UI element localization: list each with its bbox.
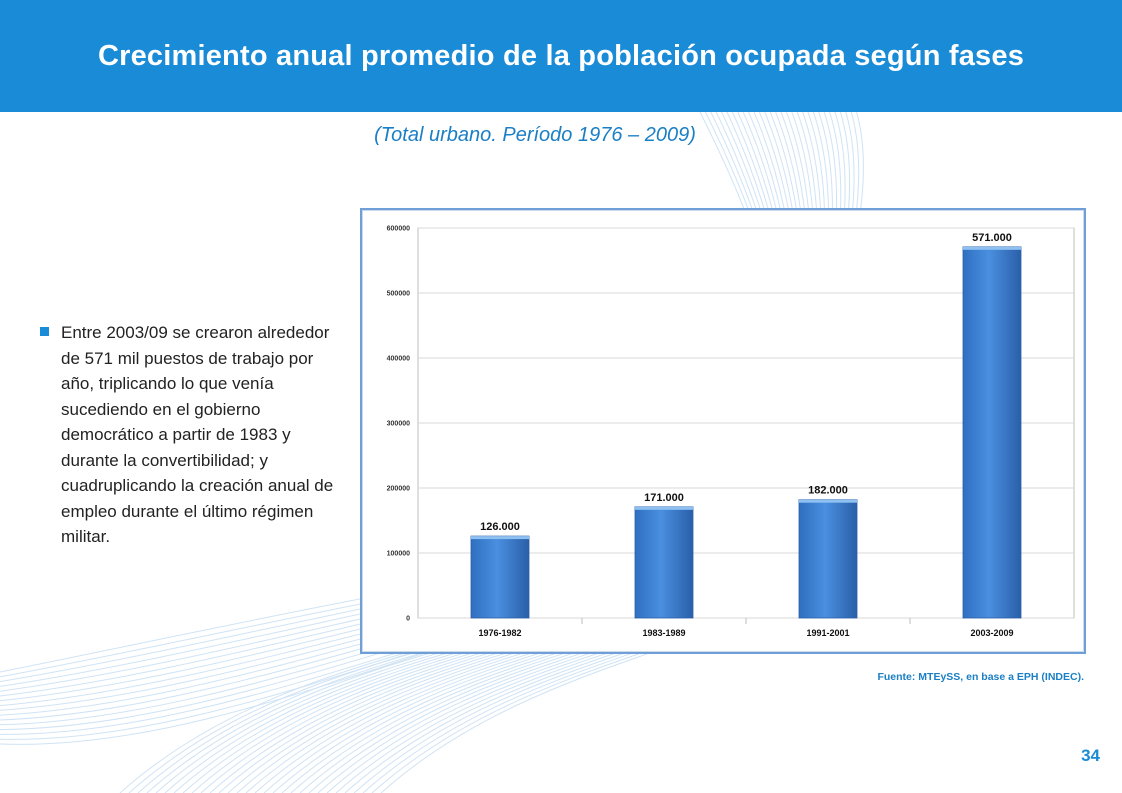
x-tick-label: 1976-1982 — [478, 628, 521, 638]
y-tick-label: 600000 — [387, 226, 410, 233]
page-number: 34 — [1081, 746, 1100, 765]
data-label: 182.000 — [808, 485, 848, 497]
bar-chart-frame: 0 100000 200000 300000 400000 500000 600000 126… — [360, 208, 1086, 654]
bullet-square-icon — [40, 327, 49, 336]
y-tick-label: 200000 — [387, 486, 410, 493]
bar-highlight — [471, 536, 529, 540]
y-tick-label: 0 — [406, 616, 410, 623]
data-label: 571.000 — [972, 232, 1012, 244]
title-banner: Crecimiento anual promedio de la poblaci… — [0, 0, 1122, 112]
slide-subtitle: (Total urbano. Período 1976 – 2009) — [374, 124, 696, 146]
y-tick-label: 100000 — [387, 551, 410, 558]
y-tick-label: 500000 — [387, 291, 410, 298]
bar — [470, 535, 530, 619]
bar — [962, 246, 1022, 619]
x-tick-label: 1983-1989 — [642, 628, 685, 638]
bullet-text: Entre 2003/09 se crearon alrededor de 57… — [61, 323, 334, 546]
slide-title: Crecimiento anual promedio de la poblaci… — [97, 40, 1025, 72]
bar-highlight — [963, 246, 1021, 250]
x-tick-label: 1991-2001 — [806, 628, 849, 638]
bar-highlight — [635, 506, 693, 510]
y-tick-label: 300000 — [387, 421, 410, 428]
data-label: 171.000 — [644, 492, 684, 504]
bar-chart: 0 100000 200000 300000 400000 500000 600000 126… — [387, 226, 1075, 638]
bar — [634, 506, 694, 619]
bar-highlight — [799, 499, 857, 503]
data-label: 126.000 — [480, 521, 520, 533]
source-note: Fuente: MTEySS, en base a EPH (INDEC). — [877, 671, 1084, 683]
bar — [798, 499, 858, 619]
bullet-point: Entre 2003/09 se crearon alrededor de 57… — [40, 320, 350, 550]
x-tick-label: 2003-2009 — [970, 628, 1013, 638]
y-tick-label: 400000 — [387, 356, 410, 363]
